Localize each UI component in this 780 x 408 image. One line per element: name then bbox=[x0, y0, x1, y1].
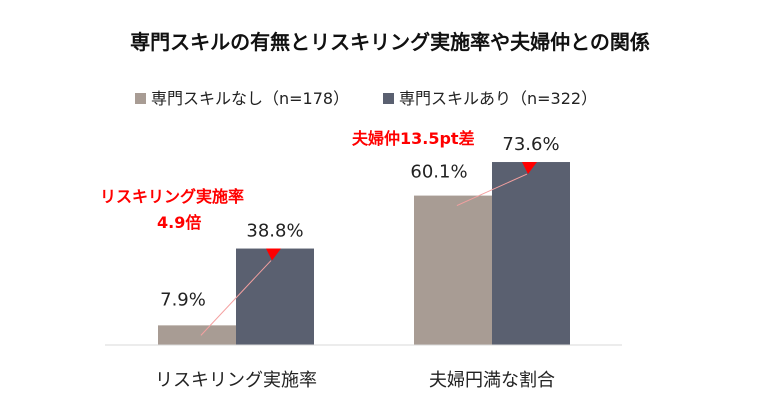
legend-label: 専門スキルなし（n=178） bbox=[151, 89, 349, 108]
bar bbox=[236, 248, 314, 345]
bar bbox=[492, 162, 570, 345]
legend-swatch bbox=[135, 93, 146, 104]
legend-label: 専門スキルあり（n=322） bbox=[399, 89, 597, 108]
annotation-text: リスキリング実施率 bbox=[100, 187, 244, 206]
annotations: リスキリング実施率 4.9倍 夫婦仲13.5pt差 bbox=[100, 129, 537, 336]
arrow-line bbox=[456, 173, 528, 207]
bars: 7.9% 38.8% 60.1% 73.6% bbox=[158, 134, 570, 345]
data-label: 38.8% bbox=[246, 221, 303, 242]
bar bbox=[414, 195, 492, 345]
chart-title: 専門スキルの有無とリスキリング実施率や夫婦仲との関係 bbox=[130, 30, 650, 54]
data-label: 60.1% bbox=[410, 162, 467, 183]
arrow-head bbox=[266, 248, 281, 261]
arrow-head bbox=[522, 162, 537, 175]
category-label: 夫婦円満な割合 bbox=[429, 370, 555, 391]
data-label: 7.9% bbox=[160, 289, 206, 310]
arrow-line bbox=[200, 260, 272, 336]
bar bbox=[158, 325, 236, 345]
annotation-text: 4.9倍 bbox=[157, 213, 201, 232]
category-labels: リスキリング実施率 夫婦円満な割合 bbox=[155, 370, 555, 391]
legend: 専門スキルなし（n=178） 専門スキルあり（n=322） bbox=[135, 89, 597, 108]
category-label: リスキリング実施率 bbox=[155, 370, 317, 391]
data-label: 73.6% bbox=[502, 134, 559, 155]
legend-swatch bbox=[383, 93, 394, 104]
annotation-text: 夫婦仲13.5pt差 bbox=[352, 129, 475, 148]
